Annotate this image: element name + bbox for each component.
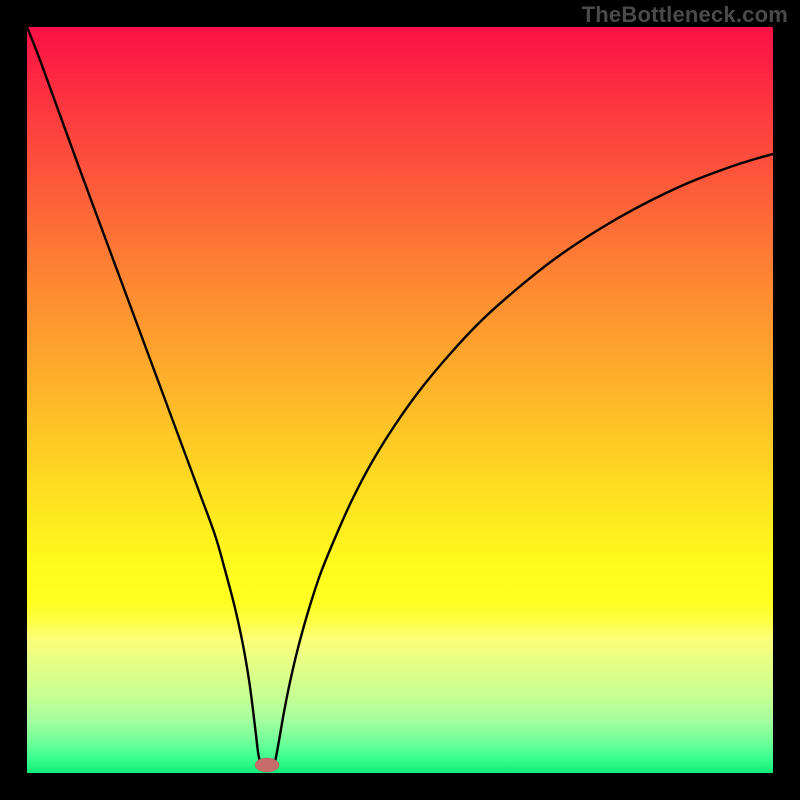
bottleneck-chart (0, 0, 800, 800)
chart-container: TheBottleneck.com (0, 0, 800, 800)
watermark-text: TheBottleneck.com (582, 2, 788, 28)
